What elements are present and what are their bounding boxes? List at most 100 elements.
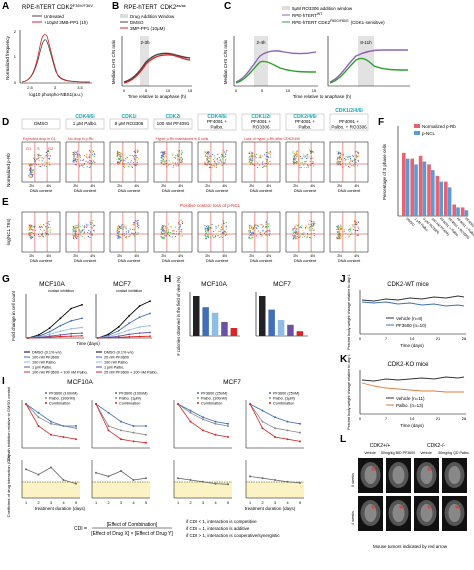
inhibition-curve xyxy=(25,403,76,427)
scatter-point xyxy=(72,157,74,159)
scatter-point xyxy=(223,156,225,158)
scatter-point xyxy=(91,164,93,166)
trace-wt-right xyxy=(329,49,408,83)
x-tick: 2 xyxy=(107,501,109,505)
scatter-point xyxy=(221,164,223,166)
legend-label: Combination xyxy=(49,402,70,406)
x-tick-2: 10 xyxy=(166,88,171,93)
bar-prb xyxy=(427,164,431,216)
legend-swatch xyxy=(45,397,47,399)
scatter-point xyxy=(28,175,30,177)
scatter-point xyxy=(83,232,85,234)
growth-point xyxy=(149,335,151,338)
scatter-point xyxy=(347,158,349,160)
scatter-point xyxy=(37,154,40,156)
scatter-point xyxy=(117,152,119,154)
scatter-point xyxy=(30,232,32,234)
scatter-point xyxy=(82,164,84,166)
scatter-point xyxy=(160,151,162,153)
scatter-point xyxy=(212,237,214,239)
scatter-point xyxy=(252,228,254,230)
scatter-point xyxy=(125,235,127,238)
column-drug-label: 9 μM RO3306 xyxy=(115,121,144,126)
x-tick-2: 10 xyxy=(286,88,291,93)
inhibition-point xyxy=(132,425,135,427)
scatter-point xyxy=(162,159,164,161)
scatter-point xyxy=(357,160,359,162)
scatter-point xyxy=(92,149,94,151)
scatter-point xyxy=(348,225,350,227)
scatter-point xyxy=(120,228,122,230)
scatter-point xyxy=(133,228,135,230)
scatter-point xyxy=(269,230,271,232)
synergy-region xyxy=(92,482,150,498)
growth-point xyxy=(149,300,151,302)
scatter-point xyxy=(225,231,227,234)
scatter-point xyxy=(269,228,271,230)
panel-d-y-label: Normalized p-Rb xyxy=(6,153,11,187)
legend-swatch xyxy=(269,397,271,399)
scatter-point xyxy=(165,227,167,229)
tumor-arrow xyxy=(455,503,461,509)
scatter-point xyxy=(81,230,83,232)
panel-l-letter: L xyxy=(340,434,346,445)
scatter-point xyxy=(174,157,177,159)
scatter-point xyxy=(79,154,81,156)
scatter-point xyxy=(160,228,162,230)
scatter-point xyxy=(261,162,263,164)
scatter-frame xyxy=(153,211,193,253)
scatter-point xyxy=(309,225,311,228)
scatter-point xyxy=(72,158,74,160)
scatter-point xyxy=(160,155,163,157)
scatter-point xyxy=(73,228,75,230)
category-label: DMSO xyxy=(405,217,415,227)
scatter-point xyxy=(176,230,178,232)
scatter-point xyxy=(168,228,170,231)
scatter-frame xyxy=(241,141,281,183)
tumor-arrow xyxy=(371,465,377,471)
scatter-point xyxy=(299,226,301,229)
scatter-point xyxy=(76,159,78,161)
trace-palbo xyxy=(361,382,464,393)
scatter-point xyxy=(80,231,82,233)
scatter-point xyxy=(39,235,41,237)
scatter-point xyxy=(208,235,210,237)
scatter-point xyxy=(296,155,298,157)
scatter-point xyxy=(252,236,254,238)
colony-bars xyxy=(193,296,304,336)
scatter-point xyxy=(181,231,183,233)
legend-label: PF3600 (25nM) xyxy=(273,392,300,396)
y-axis-label: Fold change in cell count xyxy=(11,290,16,341)
scatter-point xyxy=(251,152,253,155)
scatter-point xyxy=(127,231,129,233)
scatter-point xyxy=(45,232,47,234)
scatter-point xyxy=(209,155,211,157)
legend-label: 100 nM PF3600 xyxy=(32,356,59,360)
scatter-point xyxy=(293,236,295,238)
growth-point xyxy=(97,337,99,339)
column-drug-label: PF4091 + xyxy=(251,119,271,124)
scatter-point xyxy=(212,154,214,156)
scatter-point xyxy=(350,160,352,162)
scatter-point xyxy=(302,229,304,231)
bar-prb xyxy=(435,175,440,216)
scatter-point xyxy=(207,234,209,236)
scatter-point xyxy=(72,231,74,233)
column-header-box xyxy=(241,113,281,131)
scatter-point xyxy=(307,154,309,156)
bar-ncl xyxy=(447,187,452,216)
formula-denominator: [Effect of Drug X] × [Effect of Drug Y] xyxy=(91,531,173,537)
scatter-point xyxy=(341,166,343,168)
x-axis-label: DNA content xyxy=(294,188,317,193)
scatter-point xyxy=(339,155,341,157)
x-tick-1: 3 xyxy=(54,85,57,90)
scatter-point xyxy=(85,154,87,156)
scatter-point xyxy=(37,157,39,159)
scatter-point xyxy=(29,226,32,228)
scatter-point xyxy=(207,225,209,227)
panel-f-letter: F xyxy=(378,117,384,128)
scatter-point xyxy=(265,155,267,157)
scatter-point xyxy=(294,158,296,160)
